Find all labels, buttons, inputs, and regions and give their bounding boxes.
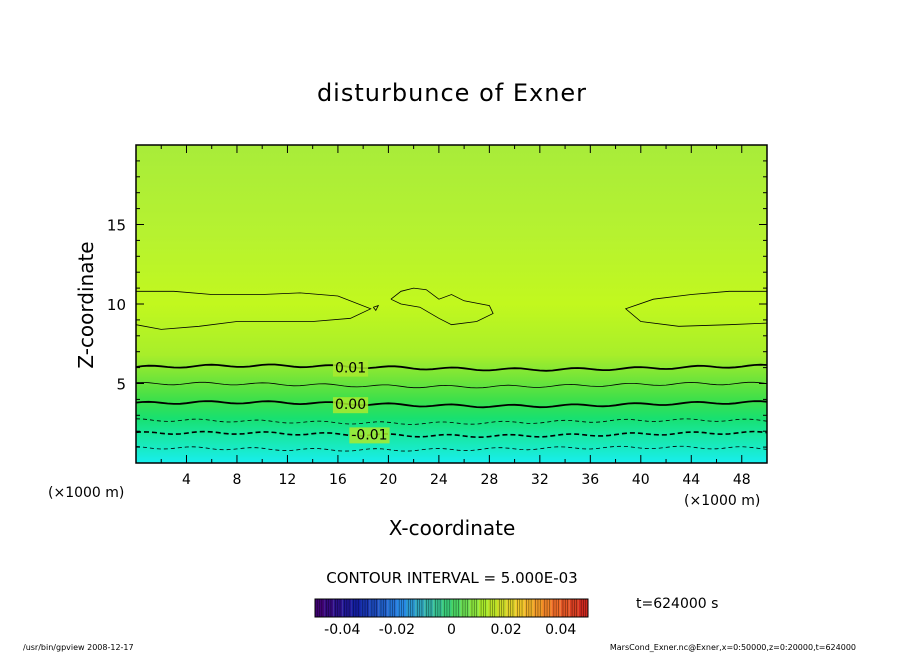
contour-label: -0.01	[351, 427, 387, 443]
x-tick-label: 4	[182, 472, 191, 488]
colorbar-cells	[315, 599, 588, 617]
footer-left: /usr/bin/gpview 2008-12-17	[23, 643, 134, 652]
x-tick-label: 16	[329, 472, 347, 488]
contour-line	[372, 304, 380, 312]
x-tick-label: 44	[682, 472, 700, 488]
x-tick-label: 28	[480, 472, 498, 488]
x-tick-label: 32	[531, 472, 549, 488]
x-axis-label: X-coordinate	[389, 516, 516, 540]
colorbar: -0.04 -0.02 0 0.02 0.04	[314, 598, 589, 638]
contour-line	[135, 381, 768, 389]
y-axis-ticks: 5 10 15	[107, 160, 767, 448]
y-tick-label: 15	[107, 217, 126, 235]
contour-label-bg	[332, 397, 369, 414]
contour-line	[135, 430, 768, 439]
colorbar-tick-label: -0.04	[324, 622, 360, 638]
chart-title: disturbunce of Exner	[317, 79, 587, 107]
x-axis-ticks: 4 8 12 16 20 24 28 32 36 40 44 48	[160, 145, 751, 488]
contour-label: 0.01	[335, 361, 366, 377]
contour-line	[135, 290, 372, 330]
x-tick-label: 8	[232, 472, 241, 488]
colorbar-tick-label: 0.04	[545, 622, 576, 638]
contour-line	[624, 290, 768, 327]
colorbar-tick-label: -0.02	[379, 622, 415, 638]
contour-line	[135, 445, 768, 452]
x-tick-label: 20	[379, 472, 397, 488]
time-label: t=624000 s	[636, 596, 718, 612]
contour-label: 0.00	[335, 397, 366, 413]
colorbar-frame	[314, 598, 589, 618]
contour-line	[135, 418, 768, 425]
contour-line	[390, 287, 494, 326]
y-axis-label: Z-coordinate	[74, 241, 98, 368]
x-tick-label: 40	[632, 472, 650, 488]
x-tick-label: 24	[430, 472, 448, 488]
contour-field	[136, 145, 767, 463]
y-tick-label: 10	[107, 296, 126, 314]
contour-label-bg	[349, 427, 390, 444]
x-tick-label: 12	[279, 472, 297, 488]
contour-interval-text: CONTOUR INTERVAL = 5.000E-03	[326, 569, 577, 587]
plot-area: 0.010.00-0.01 4 8 12 16 20 24 28 32 36 40 44 48 510…	[107, 144, 768, 488]
colorbar-tick-label: 0.02	[491, 622, 522, 638]
colorbar-ticks: -0.04 -0.02 0 0.02 0.04	[324, 622, 576, 638]
x-tick-label: 48	[733, 472, 751, 488]
contour-line	[135, 400, 768, 409]
contour-labels: 0.01 0.00 -0.01	[332, 360, 390, 444]
x-tick-label: 36	[581, 472, 599, 488]
y-axis-unit: (×1000 m)	[48, 485, 124, 501]
footer-right: MarsCond_Exner.nc@Exner,x=0:50000,z=0:20…	[610, 643, 856, 652]
contour-label-bg	[332, 360, 369, 377]
y-tick-label: 5	[116, 376, 126, 394]
x-axis-unit: (×1000 m)	[684, 493, 760, 509]
contour-line	[135, 363, 768, 372]
contour-lines	[135, 287, 768, 452]
colorbar-tick-label: 0	[447, 622, 456, 638]
